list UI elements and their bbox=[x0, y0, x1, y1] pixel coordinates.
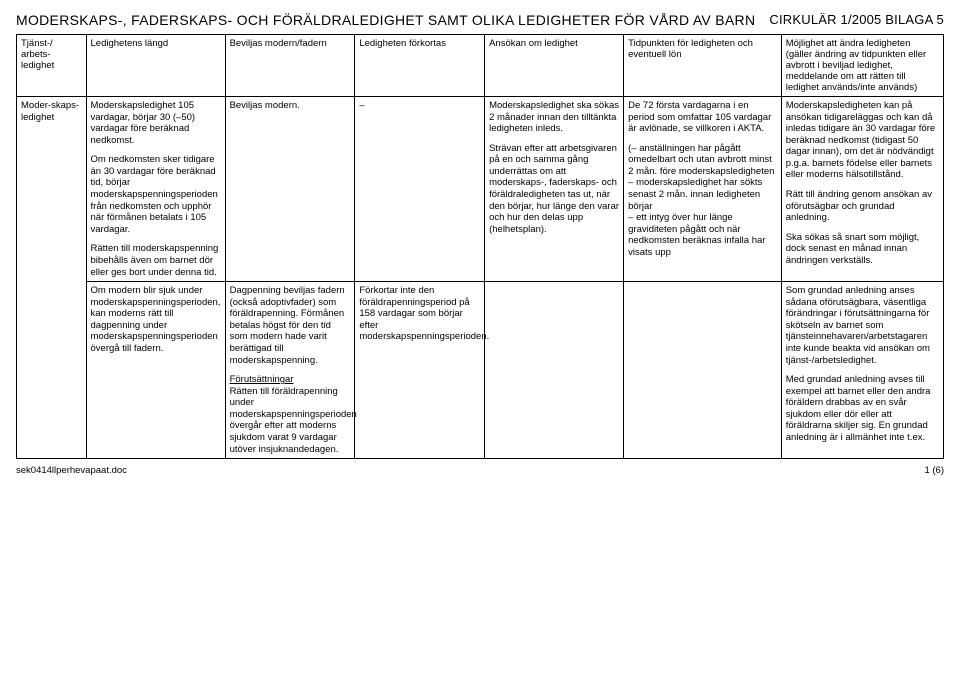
para: De 72 första vardagarna i en period som … bbox=[628, 100, 777, 135]
para: Strävan efter att arbetsgivaren på en oc… bbox=[489, 143, 619, 236]
para: – moderskapsledighet har sökts senast 2 … bbox=[628, 177, 777, 212]
col-header: Tjänst-/ arbets-ledighet bbox=[17, 35, 87, 97]
para: (– anställningen har pågått omedelbart o… bbox=[628, 143, 777, 178]
cell bbox=[624, 282, 782, 459]
circular-label: CIRKULÄR 1/2005 BILAGA 5 bbox=[769, 12, 944, 28]
col-header: Beviljas modern/fadern bbox=[225, 35, 355, 97]
table-row: Moder-skaps-ledighet Moderskapsledighet … bbox=[17, 97, 944, 282]
para: Rätt till ändring genom ansökan av oföru… bbox=[786, 189, 939, 224]
para: – ett intyg över hur länge graviditeten … bbox=[628, 212, 777, 258]
cell-type: Moder-skaps-ledighet bbox=[17, 97, 87, 459]
table-header-row: Tjänst-/ arbets-ledighet Ledighetens län… bbox=[17, 35, 944, 97]
cell: Beviljas modern. bbox=[225, 97, 355, 282]
para: Rätten till föräldrapenning under moders… bbox=[230, 386, 351, 455]
para: Moderskapsledighet ska sökas 2 månader i… bbox=[489, 100, 619, 135]
table-row: Om modern blir sjuk under moderskapspenn… bbox=[17, 282, 944, 459]
footer-page: 1 (6) bbox=[924, 465, 944, 476]
col-header: Ledigheten förkortas bbox=[355, 35, 485, 97]
cell: De 72 första vardagarna i en period som … bbox=[624, 97, 782, 282]
para: Rätten till moderskapspenning bibehålls … bbox=[91, 243, 221, 278]
page-title: MODERSKAPS-, FADERSKAPS- OCH FÖRÄLDRALED… bbox=[16, 12, 755, 28]
col-header: Ansökan om ledighet bbox=[485, 35, 624, 97]
leave-table: Tjänst-/ arbets-ledighet Ledighetens län… bbox=[16, 34, 944, 459]
col-header: Ledighetens längd bbox=[86, 35, 225, 97]
cell: Dagpenning beviljas fadern (också adopti… bbox=[225, 282, 355, 459]
para: Med grundad anledning avses till exempel… bbox=[786, 374, 939, 443]
para: Om modern blir sjuk under moderskapspenn… bbox=[91, 285, 221, 354]
cell bbox=[485, 282, 624, 459]
cell: Moderskapsledighet 105 vardagar, börjar … bbox=[86, 97, 225, 282]
cell: Förkortar inte den föräldrapenningsperio… bbox=[355, 282, 485, 459]
para: Förkortar inte den föräldrapenningsperio… bbox=[359, 285, 480, 343]
para-u: Förutsättningar bbox=[230, 374, 351, 386]
col-header: Möjlighet att ändra ledigheten (gäller ä… bbox=[781, 35, 943, 97]
footer: sek0414llperhevapaat.doc 1 (6) bbox=[16, 465, 944, 476]
para: Moderskapsledighet 105 vardagar, börjar … bbox=[91, 100, 221, 146]
para: Om nedkomsten sker tidigare än 30 vardag… bbox=[91, 154, 221, 235]
para: Ska sökas så snart som möjligt, dock sen… bbox=[786, 232, 939, 267]
cell: Moderskapsledighet ska sökas 2 månader i… bbox=[485, 97, 624, 282]
para: Dagpenning beviljas fadern (också adopti… bbox=[230, 285, 351, 366]
para: – bbox=[359, 100, 480, 112]
cell: Moderskapsledigheten kan på ansökan tidi… bbox=[781, 97, 943, 282]
header: MODERSKAPS-, FADERSKAPS- OCH FÖRÄLDRALED… bbox=[16, 12, 944, 28]
footer-filename: sek0414llperhevapaat.doc bbox=[16, 465, 127, 476]
para: Beviljas modern. bbox=[230, 100, 351, 112]
para: Som grundad anledning anses sådana oföru… bbox=[786, 285, 939, 366]
cell: Om modern blir sjuk under moderskapspenn… bbox=[86, 282, 225, 459]
col-header: Tidpunkten för ledigheten och eventuell … bbox=[624, 35, 782, 97]
para: Moderskapsledigheten kan på ansökan tidi… bbox=[786, 100, 939, 181]
cell: – bbox=[355, 97, 485, 282]
cell: Som grundad anledning anses sådana oföru… bbox=[781, 282, 943, 459]
